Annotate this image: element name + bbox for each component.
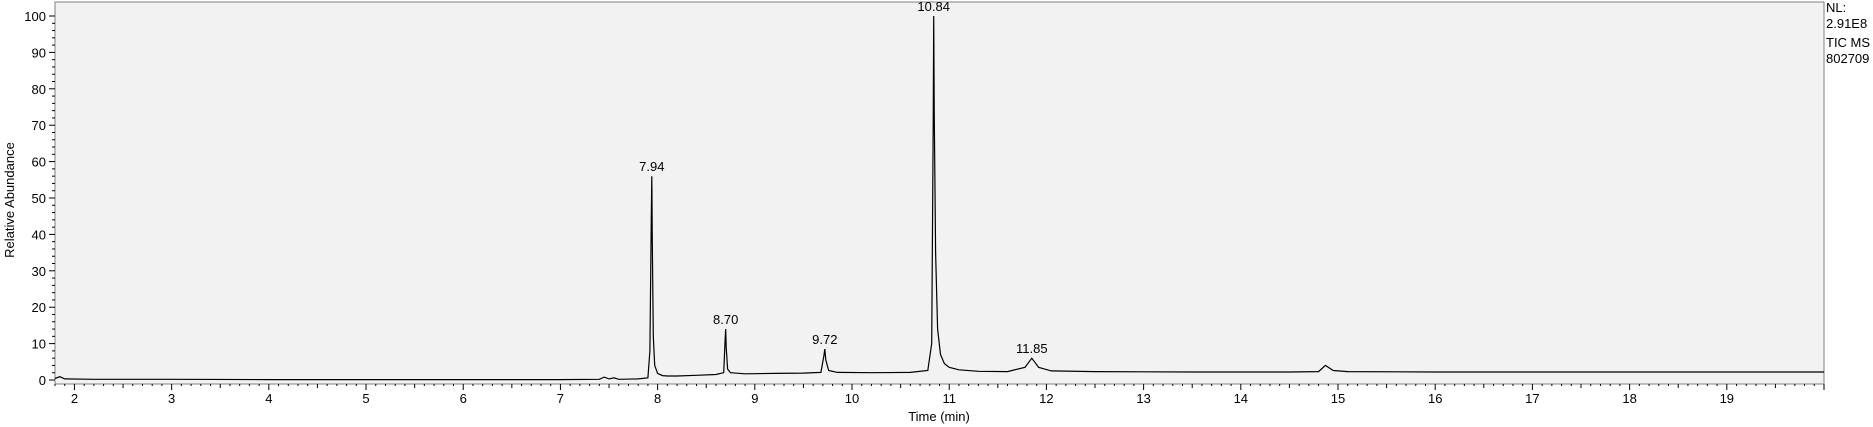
peak-label: 8.70 [713, 312, 738, 327]
x-axis-title: Time (min) [908, 409, 970, 424]
y-tick-label: 80 [32, 82, 46, 97]
x-tick-label: 6 [460, 391, 467, 406]
peak-label: 11.85 [1016, 341, 1048, 356]
x-tick-label: 17 [1525, 391, 1539, 406]
y-tick-label: 100 [24, 9, 46, 24]
y-tick-label: 90 [32, 45, 46, 60]
tic-trace [54, 15, 1824, 381]
x-tick-label: 8 [654, 391, 661, 406]
y-tick-label: 50 [32, 191, 46, 206]
x-tick-label: 16 [1428, 391, 1442, 406]
peak-label: 7.94 [639, 159, 664, 174]
x-tick-label: 10 [845, 391, 859, 406]
y-axis: 0 10 20 30 40 50 60 70 80 90 100 [24, 9, 55, 388]
y-tick-label: 70 [32, 118, 46, 133]
y-axis-title: Relative Abundance [2, 142, 17, 258]
y-tick-label: 60 [32, 155, 46, 170]
plot-area [54, 1, 1825, 385]
peak-label: 9.72 [812, 332, 837, 347]
nl-label: NL: [1826, 0, 1847, 15]
y-tick-label: 30 [32, 264, 46, 279]
x-tick-label: 2 [71, 391, 78, 406]
x-tick-label: 12 [1039, 391, 1053, 406]
x-tick-label: 9 [751, 391, 758, 406]
scan-filter: TIC MS [1826, 35, 1871, 50]
x-tick-label: 19 [1720, 391, 1734, 406]
nl-value: 2.91E8 [1826, 16, 1868, 31]
peak-label: 10.84 [917, 0, 950, 14]
x-tick-label: 11 [942, 391, 956, 406]
y-tick-label: 10 [32, 337, 46, 352]
y-tick-label: 0 [39, 373, 46, 388]
x-tick-label: 18 [1622, 391, 1636, 406]
x-tick-label: 7 [557, 391, 564, 406]
x-tick-label: 15 [1331, 391, 1345, 406]
y-tick-label: 40 [32, 227, 46, 242]
x-axis: 2 3 4 5 6 7 8 9 10 11 12 13 14 15 16 17 18 19 [54, 384, 1825, 406]
y-tick-label: 20 [32, 300, 46, 315]
x-tick-label: 13 [1136, 391, 1150, 406]
x-tick-label: 5 [362, 391, 369, 406]
x-tick-label: 4 [265, 391, 272, 406]
sample-id: 802709 [1826, 51, 1870, 66]
x-tick-label: 3 [168, 391, 175, 406]
x-tick-label: 14 [1234, 391, 1248, 406]
peak-labels: 7.94 8.70 9.72 10.84 11.85 [639, 0, 1047, 356]
